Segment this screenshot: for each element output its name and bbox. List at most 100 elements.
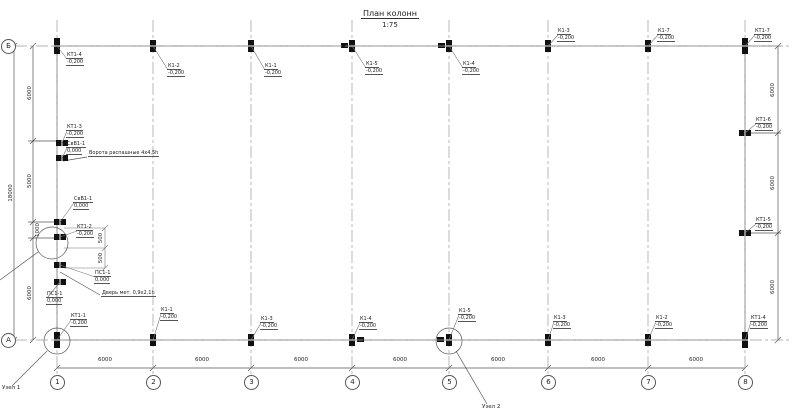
title-block: План колонн 1:75 <box>300 1 480 29</box>
label-leader <box>61 147 68 159</box>
building-outline <box>56 45 746 341</box>
column-label: КТ1-5 -0,200 <box>755 217 774 231</box>
dimension-text: 6000 <box>98 357 112 363</box>
column-mark: К1-3 <box>553 315 567 322</box>
column-label: К1-1 -0,200 <box>160 307 179 321</box>
column-mark: ПС1-1 <box>46 291 64 298</box>
grid-bubble-1: 1 <box>50 375 65 390</box>
label-leader <box>744 223 757 234</box>
detail-callout-circle <box>35 226 69 260</box>
label-leader <box>59 230 78 238</box>
column-elevation: -0,200 <box>755 124 774 131</box>
column-elevation: -0,200 <box>260 323 279 330</box>
column-mark: К1-3 <box>260 316 274 323</box>
column-label: ПС1-1 0,000 <box>46 291 64 305</box>
column-label: К1-3 -0,200 <box>260 316 279 330</box>
grid-bubble-7: 7 <box>641 375 656 390</box>
column-label: К1-5 -0,200 <box>458 308 477 322</box>
column-elevation: -0,200 <box>655 322 674 329</box>
grid-bubble-5: 5 <box>442 375 457 390</box>
label-leader <box>56 45 68 60</box>
label-leader <box>152 313 162 341</box>
label-leader <box>351 322 361 341</box>
label-leader <box>46 281 61 299</box>
label-leader <box>152 45 169 71</box>
column-elevation: -0,200 <box>264 70 283 77</box>
column-mark: К1-1 <box>264 63 278 70</box>
column-label: К1-2 -0,200 <box>167 63 186 77</box>
label-leader <box>351 45 367 69</box>
column-mark: КТ1-4 <box>66 52 83 59</box>
label-leader <box>59 264 96 278</box>
dimension-text: 6000 <box>27 286 33 300</box>
column-mark: К1-4 <box>462 61 476 68</box>
dimension-text: 6000 <box>689 357 703 363</box>
column-mark: К1-2 <box>167 63 181 70</box>
column-label: КТ1-4 -0,200 <box>66 52 85 66</box>
column-elevation: -0,200 <box>70 320 89 327</box>
column-mark: КТ1-6 <box>755 117 772 124</box>
door-annotation: Дверь мет. 0,9х2,1h <box>101 290 156 297</box>
column-label: К1-4 -0,200 <box>359 316 378 330</box>
column-elevation: 0,000 <box>73 203 90 210</box>
column-mark: КТ1-3 <box>66 124 83 131</box>
column-elevation: -0,200 <box>66 131 85 138</box>
dimension-text: 6000 <box>27 86 33 100</box>
column-mark: КТ1-5 <box>755 217 772 224</box>
column-label: К1-3 -0,200 <box>557 28 576 42</box>
brace-plate <box>438 43 445 48</box>
column-mark: К1-2 <box>655 315 669 322</box>
dimension-text: 18000 <box>8 184 14 202</box>
column-label: КТ1-4 -0,200 <box>750 315 769 329</box>
column-elevation: -0,200 <box>557 35 576 42</box>
column-mark: КТ1-4 <box>750 315 767 322</box>
label-leader <box>250 45 266 71</box>
dimension-text: 5000 <box>27 174 33 188</box>
label-leader <box>547 34 559 47</box>
dimension-line-local <box>64 224 109 272</box>
column-label: К1-5 -0,200 <box>365 61 384 75</box>
column-elevation: -0,200 <box>359 323 378 330</box>
column-elevation: -0,200 <box>755 224 774 231</box>
column-mark: К1-4 <box>359 316 373 323</box>
column-label: К1-1 -0,200 <box>264 63 283 77</box>
column-elevation: 0,000 <box>94 277 111 284</box>
column-elevation: -0,200 <box>76 231 95 238</box>
grid-bubble-6: 6 <box>541 375 556 390</box>
grid-bubble-4: 4 <box>345 375 360 390</box>
drawing-scale: 1:75 <box>382 21 398 29</box>
label-leader <box>744 123 757 134</box>
dimension-text: 1000 <box>35 223 41 237</box>
node1-label: Узел 1 <box>2 385 21 391</box>
column-elevation: -0,200 <box>657 35 676 42</box>
column-label: КТ1-1 -0,200 <box>70 313 89 327</box>
label-leader <box>56 319 72 341</box>
dimension-text: 6000 <box>195 357 209 363</box>
column-elevation: -0,200 <box>754 35 773 42</box>
dimension-text: 6000 <box>294 357 308 363</box>
detail-callout-circle <box>435 327 463 355</box>
dimension-text: 6000 <box>770 83 776 97</box>
column-label: КТ1-7 -0,200 <box>754 28 773 42</box>
column-label: ПС1-1 0,000 <box>94 270 112 284</box>
column-elevation: -0,200 <box>66 59 85 66</box>
column-mark: К1-3 <box>557 28 571 35</box>
column-mark: К1-1 <box>160 307 174 314</box>
column-mark: СвВ1-1 <box>66 141 87 148</box>
axis-bubble-Б: Б <box>1 39 16 54</box>
label-leader <box>250 322 262 341</box>
column-mark: КТ1-7 <box>754 28 771 35</box>
label-leader <box>547 321 555 341</box>
column-mark: КТ1-2 <box>76 224 93 231</box>
drawing-title: План колонн <box>361 9 419 19</box>
label-leader <box>448 45 464 69</box>
dimension-text: 6000 <box>591 357 605 363</box>
axis-bubble-А: А <box>1 333 16 348</box>
dimension-text: 6000 <box>770 280 776 294</box>
column-label: К1-4 -0,200 <box>462 61 481 75</box>
column-label: К1-7 -0,200 <box>657 28 676 42</box>
dimension-text: 6000 <box>491 357 505 363</box>
gate-annotation: Ворота распашные 4х4,5h <box>88 150 160 157</box>
